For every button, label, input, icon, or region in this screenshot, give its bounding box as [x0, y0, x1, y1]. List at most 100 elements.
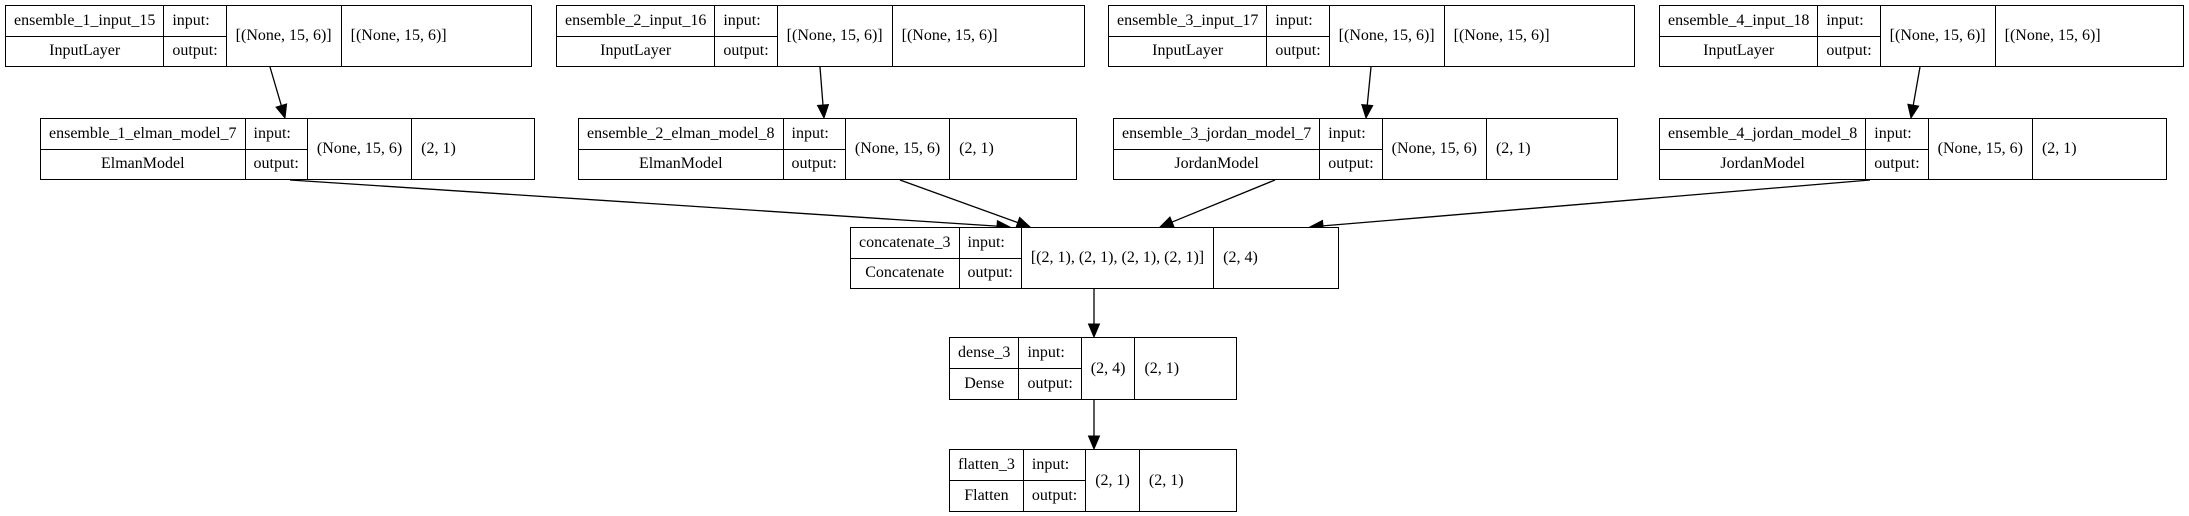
input-shape-cell: [(None, 15, 6)] [778, 6, 893, 66]
io-label-cell: input: output: [1866, 119, 1929, 180]
output-shape-cell: (2, 1) [1140, 450, 1193, 511]
layer-node-dense-3: dense_3 Dense input: output: (2, 4) (2, 1) [949, 337, 1237, 400]
input-shape-cell: (None, 15, 6) [1383, 119, 1487, 179]
output-label: output: [1019, 368, 1081, 399]
input-shape-cell: (2, 1) [1086, 450, 1140, 511]
output-shape: (2, 1) [2041, 140, 2077, 157]
input-label: input: [723, 11, 761, 29]
output-label: output: [1866, 148, 1928, 180]
layer-name-cell: ensemble_2_elman_model_8 ElmanModel [579, 119, 784, 179]
io-label-cell: input: output: [164, 6, 227, 67]
edge-ensemble-4-input-18-to-ensemble-4-jordan-model-8 [1912, 66, 1921, 106]
layer-name-cell: ensemble_3_jordan_model_7 JordanModel [1114, 119, 1321, 179]
output-shape-cell: [(None, 15, 6)] [342, 6, 456, 66]
layer-name: ensemble_1_elman_model_7 [49, 124, 237, 142]
output-label: output: [1320, 148, 1382, 180]
edge-ensemble-2-elman-model-8-to-concatenate-3 [899, 179, 1018, 224]
output-shape-cell: [(None, 15, 6)] [1996, 6, 2110, 66]
input-shape: [(None, 15, 6)] [1889, 27, 1986, 44]
layer-name: ensemble_3_jordan_model_7 [1122, 124, 1312, 142]
output-label: output: [1267, 35, 1329, 67]
input-shape: [(None, 15, 6)] [786, 27, 883, 44]
arrowhead-icon [1907, 103, 1920, 120]
output-shape-cell: (2, 4) [1214, 228, 1267, 288]
input-shape: [(2, 1), (2, 1), (2, 1), (2, 1)] [1030, 249, 1205, 266]
layer-class: Flatten [950, 480, 1023, 511]
layer-node-ensemble-2-input-16: ensemble_2_input_16 InputLayer input: outpu… [556, 5, 1085, 67]
input-shape-cell: (2, 4) [1082, 338, 1136, 399]
io-label-cell: input: output: [1818, 6, 1881, 67]
layer-name: ensemble_4_jordan_model_8 [1668, 124, 1858, 142]
output-label: output: [1023, 480, 1086, 511]
output-label: output: [1818, 35, 1880, 67]
input-label: input: [172, 11, 210, 29]
layer-node-concatenate-3: concatenate_3 Concatenate input: output: [(2… [850, 227, 1339, 289]
output-shape: (2, 1) [1144, 359, 1180, 377]
edge-ensemble-4-jordan-model-8-to-concatenate-3 [1322, 179, 1871, 227]
io-label-cell: input: output: [1023, 450, 1087, 511]
layer-name-cell: ensemble_1_input_15 InputLayer [6, 6, 165, 67]
input-shape: [(None, 15, 6)] [235, 27, 332, 44]
input-label: input: [791, 124, 829, 142]
output-shape-cell: (2, 1) [412, 119, 465, 179]
layer-name-cell: dense_3 Dense [950, 338, 1020, 399]
layer-node-ensemble-3-jordan-model-7: ensemble_3_jordan_model_7 JordanModel inpu… [1113, 118, 1618, 180]
input-shape-cell: [(None, 15, 6)] [1330, 6, 1445, 66]
layer-class: ElmanModel [579, 148, 783, 180]
input-shape-cell: [(2, 1), (2, 1), (2, 1), (2, 1)] [1022, 228, 1215, 288]
layer-class: Dense [950, 368, 1019, 399]
input-shape: (2, 4) [1090, 359, 1126, 377]
edge-ensemble-2-input-16-to-ensemble-2-elman-model-8 [819, 66, 824, 106]
edge-ensemble-1-input-15-to-ensemble-1-elman-model-7 [269, 66, 282, 106]
arrowhead-icon [1087, 435, 1101, 451]
layer-name: ensemble_2_input_16 [565, 11, 707, 29]
output-label: output: [164, 35, 226, 67]
arrowhead-icon [1361, 103, 1374, 120]
output-shape-cell: [(None, 15, 6)] [1445, 6, 1559, 66]
arrowhead-icon [1158, 216, 1175, 228]
input-shape: (None, 15, 6) [854, 140, 941, 157]
input-label: input: [1031, 456, 1070, 473]
output-label: output: [959, 257, 1021, 289]
input-shape: [(None, 15, 6)] [1338, 27, 1435, 44]
arrowhead-icon [1087, 323, 1101, 339]
input-label: input: [1826, 11, 1864, 29]
input-shape-cell: (None, 15, 6) [308, 119, 413, 179]
output-shape: (2, 1) [1148, 471, 1184, 489]
io-label-cell: input: output: [715, 6, 778, 67]
layer-name-cell: flatten_3 Flatten [950, 450, 1024, 511]
layer-class: InputLayer [1660, 35, 1818, 67]
layer-name-cell: concatenate_3 Concatenate [851, 228, 960, 288]
output-label: output: [715, 35, 777, 67]
layer-class: InputLayer [6, 35, 164, 67]
arrowhead-icon [816, 104, 830, 120]
edge-ensemble-3-jordan-model-7-to-concatenate-3 [1171, 179, 1276, 223]
layer-name-cell: ensemble_3_input_17 InputLayer [1109, 6, 1268, 66]
output-shape: (2, 1) [421, 140, 456, 157]
layer-name-cell: ensemble_2_input_16 InputLayer [557, 6, 716, 67]
io-label-cell: input: output: [245, 119, 308, 180]
arrowhead-icon [275, 103, 288, 120]
output-shape-cell: (2, 1) [2033, 119, 2086, 179]
input-shape-cell: [(None, 15, 6)] [1881, 6, 1996, 66]
io-label-cell: input: output: [1320, 119, 1383, 180]
layer-node-ensemble-4-input-18: ensemble_4_input_18 InputLayer input: outpu… [1659, 5, 2184, 67]
output-shape: [(None, 15, 6)] [1453, 27, 1550, 44]
input-shape: (None, 15, 6) [1937, 140, 2023, 157]
layer-name: flatten_3 [958, 456, 1015, 473]
layer-name: dense_3 [958, 344, 1011, 361]
output-shape: (2, 4) [1223, 249, 1258, 266]
layer-node-ensemble-2-elman-model-8: ensemble_2_elman_model_8 ElmanModel input:… [578, 118, 1077, 180]
input-label: input: [967, 233, 1005, 251]
output-shape-cell: (2, 1) [950, 119, 1003, 179]
input-shape-cell: (None, 15, 6) [846, 119, 951, 179]
layer-name: ensemble_2_elman_model_8 [587, 124, 775, 142]
input-label: input: [253, 124, 291, 142]
io-label-cell: input: output: [959, 228, 1022, 289]
output-label: output: [245, 148, 307, 180]
layer-class: InputLayer [557, 35, 715, 67]
output-shape: (2, 1) [1495, 140, 1531, 157]
output-shape-cell: (2, 1) [1135, 338, 1188, 399]
output-shape: (2, 1) [959, 140, 994, 157]
